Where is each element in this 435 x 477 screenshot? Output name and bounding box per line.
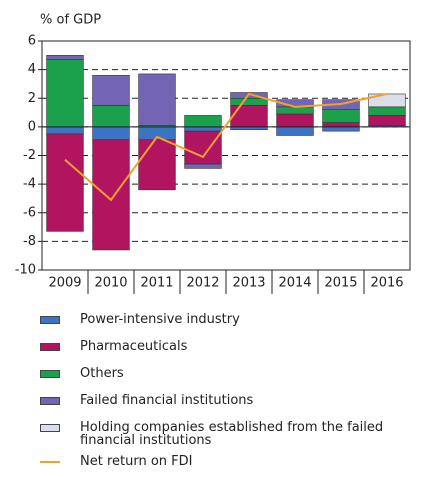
legend-label: Pharmaceuticals	[80, 339, 188, 354]
bar-segment	[276, 106, 314, 115]
legend-swatch	[40, 424, 60, 432]
x-tick-label: 2011	[140, 276, 173, 291]
y-tick-label: -8	[23, 234, 36, 249]
legend-label: Holding companies established from the f…	[80, 420, 384, 448]
bar-segment	[92, 139, 130, 251]
legend-swatch	[40, 316, 60, 324]
y-tick-label: 6	[28, 34, 36, 49]
legend-swatch	[40, 370, 60, 378]
bar-segment	[184, 115, 222, 128]
y-tick-label: -6	[23, 205, 36, 220]
chart: % of GDP -10 -8 -6 -4 -2 0 2 4 6 2009 2010 2011 2012…	[15, 13, 411, 294]
line-series	[64, 92, 388, 202]
bar-segment	[92, 75, 130, 106]
x-tick-label: 2012	[186, 276, 219, 291]
x-tick-label: 2009	[48, 276, 81, 291]
bar-segment	[322, 109, 360, 123]
legend-label: Net return on FDI	[80, 454, 193, 469]
legend-item: Failed financial institutions	[38, 394, 418, 413]
bar-segment	[92, 105, 130, 128]
bar-segment	[184, 126, 222, 132]
y-tick-label: -2	[23, 148, 36, 163]
bar-segment	[46, 133, 84, 232]
legend-swatch	[40, 461, 60, 463]
legend-item: Power-intensive industry	[38, 313, 418, 332]
legend-item: Holding companies established from the f…	[38, 421, 418, 447]
x-tick-label: 2013	[232, 276, 265, 291]
legend-swatch	[40, 397, 60, 405]
legend-label: Others	[80, 366, 124, 381]
bar-segment	[46, 126, 84, 135]
bar-segment	[276, 113, 314, 128]
bar-segment	[92, 126, 130, 141]
legend-item: Others	[38, 367, 418, 386]
legend-item: Pharmaceuticals	[38, 340, 418, 359]
x-tick-label: 2015	[324, 276, 357, 291]
legend: Power-intensive industry Pharmaceuticals O…	[38, 313, 418, 477]
bar-segment	[138, 73, 176, 126]
y-tick-label: 4	[28, 62, 36, 77]
legend-label: Power-intensive industry	[80, 312, 240, 327]
bar-segment	[322, 122, 360, 128]
legend-label: Failed financial institutions	[80, 393, 254, 408]
legend-item: Net return on FDI	[38, 455, 418, 474]
y-tick-label: 0	[28, 119, 36, 134]
plot-frame	[41, 40, 411, 271]
x-tick-label: 2016	[370, 276, 403, 291]
bar-segment	[184, 130, 222, 165]
bar-segment	[138, 139, 176, 191]
y-axis-label: % of GDP	[40, 13, 101, 28]
bar-segment	[276, 126, 314, 136]
bar-segment	[230, 105, 268, 128]
x-tick-label: 2014	[278, 276, 311, 291]
legend-swatch	[40, 343, 60, 351]
bar-segment	[368, 106, 406, 116]
y-tick-label: -4	[23, 177, 36, 192]
bar-segment	[368, 115, 406, 126]
y-tick-label: -10	[15, 263, 36, 278]
bar-segment	[184, 163, 222, 169]
y-tick-label: 2	[28, 91, 36, 106]
bar-segment	[322, 126, 360, 132]
bar-segment	[46, 59, 84, 128]
bar-segment	[230, 97, 268, 106]
bar-segment	[46, 55, 84, 60]
x-tick-label: 2010	[94, 276, 127, 291]
